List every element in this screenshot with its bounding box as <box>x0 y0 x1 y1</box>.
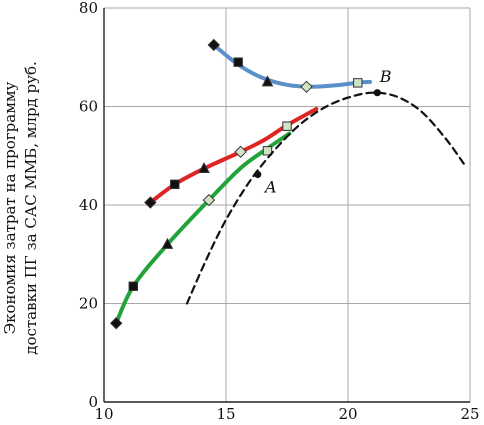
axes: 10 15 20 25 0 20 40 60 80 <box>79 0 480 423</box>
annotation-label: A <box>263 178 277 197</box>
data-point-square <box>128 281 138 291</box>
series-group <box>185 89 467 305</box>
data-point-circle <box>254 170 262 179</box>
data-point-square <box>262 146 273 156</box>
data-point-diamond <box>202 193 216 207</box>
x-tick-label: 10 <box>94 405 113 423</box>
data-point-square <box>170 179 180 190</box>
annotation-label: B <box>379 67 392 86</box>
data-point-diamond <box>144 196 157 209</box>
data-point-circle <box>373 89 381 97</box>
y-tick-label: 0 <box>88 393 98 411</box>
series-group <box>144 107 319 209</box>
data-point-triangle <box>198 161 210 174</box>
data-point-triangle <box>261 75 274 87</box>
labels-layer: AB <box>263 67 392 197</box>
y-axis-title-line2: доставки ПГ за САС ММБ, млрд руб. <box>22 61 40 355</box>
data-point-square <box>353 78 363 88</box>
grid <box>103 7 471 403</box>
data-point-triangle <box>161 237 174 249</box>
series-group <box>109 131 292 330</box>
y-tick-label: 40 <box>79 196 98 214</box>
y-axis-title-line1: Экономия затрат на программу <box>1 81 19 334</box>
data-point-square <box>233 57 243 67</box>
x-tick-label: 20 <box>338 405 357 423</box>
x-tick-label: 15 <box>216 405 235 423</box>
y-tick-label: 80 <box>79 0 98 17</box>
series-line-dashed <box>185 91 467 305</box>
data-point-diamond <box>109 316 123 330</box>
x-tick-label: 25 <box>460 405 479 423</box>
series-layer <box>109 38 467 330</box>
data-point-diamond <box>234 145 247 159</box>
data-point-diamond <box>300 80 313 94</box>
data-point-square <box>282 121 292 131</box>
y-tick-label: 20 <box>79 295 98 313</box>
data-point-diamond <box>207 38 221 52</box>
series-group <box>207 38 372 94</box>
y-tick-label: 60 <box>79 98 98 116</box>
